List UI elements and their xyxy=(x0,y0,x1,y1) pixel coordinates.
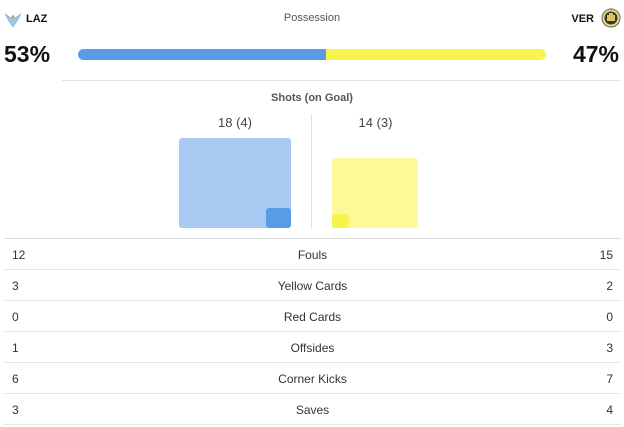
stat-row-offsides: 1 Offsides 3 xyxy=(4,332,621,363)
stat-row-yellow-cards: 3 Yellow Cards 2 xyxy=(4,270,621,301)
stat-label: Saves xyxy=(295,403,330,417)
stats-table: 12 Fouls 15 3 Yellow Cards 2 0 Red Cards… xyxy=(4,239,621,425)
stat-row-fouls: 12 Fouls 15 xyxy=(4,239,621,270)
stat-row-corner-kicks: 6 Corner Kicks 7 xyxy=(4,363,621,394)
shots-title: Shots (on Goal) xyxy=(271,92,353,104)
home-stat-value: 3 xyxy=(12,279,19,293)
home-stat-value: 6 xyxy=(12,372,19,386)
home-shots-on-goal-box xyxy=(266,208,291,228)
lazio-eagle-icon xyxy=(4,12,22,28)
home-stat-value: 0 xyxy=(12,310,19,324)
away-stat-value: 7 xyxy=(606,372,613,386)
possession-bar-away xyxy=(326,49,546,60)
away-stat-value: 3 xyxy=(606,341,613,355)
away-possession-pct: 47% xyxy=(572,41,619,67)
possession-title: Possession xyxy=(283,12,341,24)
stat-label: Yellow Cards xyxy=(277,279,348,293)
home-stat-value: 3 xyxy=(12,403,19,417)
away-team-abbr: VER xyxy=(571,13,594,25)
home-shots-value: 18 (4) xyxy=(218,115,252,130)
away-stat-value: 4 xyxy=(606,403,613,417)
home-stat-value: 12 xyxy=(12,248,26,262)
home-possession-pct: 53% xyxy=(4,41,51,67)
divider xyxy=(4,238,621,239)
possession-bar-home xyxy=(78,49,327,60)
away-stat-value: 2 xyxy=(606,279,613,293)
away-shots-on-goal-box xyxy=(332,214,349,228)
stat-label: Fouls xyxy=(297,248,328,262)
home-team-abbr: LAZ xyxy=(26,13,48,25)
possession-bar xyxy=(78,49,546,60)
stat-label: Offsides xyxy=(290,341,335,355)
divider xyxy=(62,80,621,81)
home-stat-value: 1 xyxy=(12,341,19,355)
stat-label: Red Cards xyxy=(283,310,342,324)
away-stat-value: 15 xyxy=(599,248,613,262)
away-shots-value: 14 (3) xyxy=(358,115,393,130)
verona-crest-icon xyxy=(601,8,621,28)
stat-label: Corner Kicks xyxy=(278,372,347,386)
stat-row-red-cards: 0 Red Cards 0 xyxy=(4,301,621,332)
stat-row-saves: 3 Saves 4 xyxy=(4,394,621,425)
away-stat-value: 0 xyxy=(606,310,613,324)
shots-divider xyxy=(311,114,312,228)
